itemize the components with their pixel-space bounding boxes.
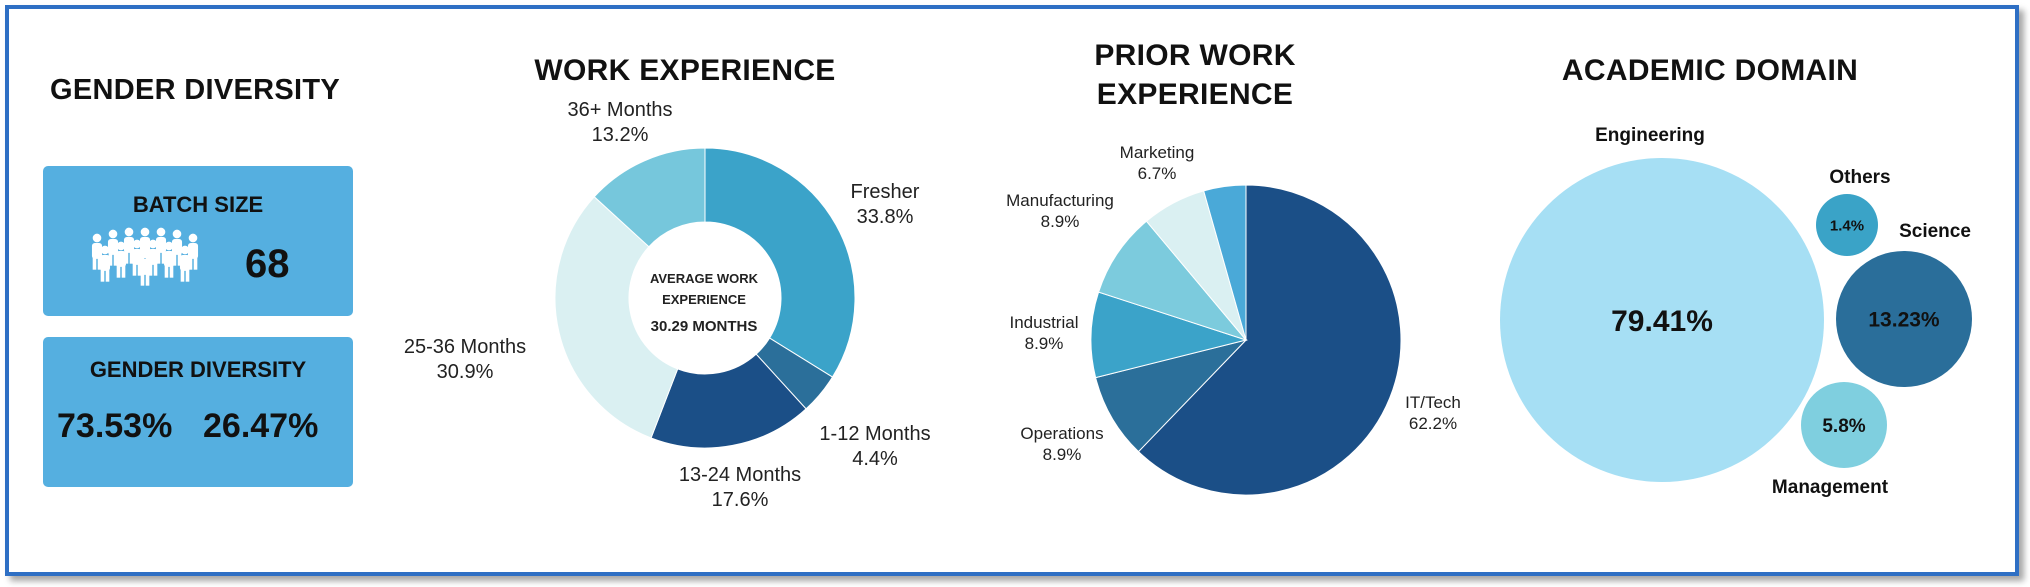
gender-diversity-heading: GENDER DIVERSITY xyxy=(49,74,340,106)
academic-label-science: Science xyxy=(1899,221,1971,242)
bubble-value-science: 13.23% xyxy=(1868,309,1940,332)
work-exp-label-25-36-name: 25-36 Months xyxy=(403,336,527,358)
person-figure xyxy=(179,245,191,282)
center-label-line-3: 30.29 MONTHS xyxy=(650,317,758,335)
bubble-science xyxy=(1836,251,1972,387)
academic-label-management: Management xyxy=(1771,477,1889,498)
prior-work-heading-line-1: PRIOR WORK xyxy=(1094,39,1296,72)
gender-diversity-value-1: 73.53% xyxy=(57,407,173,445)
person-figure xyxy=(139,249,151,286)
pie-slice-slice-5 xyxy=(1203,184,1247,341)
work-exp-label-36plus: 36+ Months 13.2% xyxy=(545,98,695,148)
prior-label-marketing: Marketing 6.7% xyxy=(1107,142,1207,185)
person-figure xyxy=(131,239,143,276)
batch-size-value: 68 xyxy=(245,242,290,286)
person-figure xyxy=(147,239,159,276)
prior-label-industrial-name: Industrial xyxy=(1009,313,1079,332)
donut-slice-25-36-months xyxy=(554,196,679,439)
prior-label-manufacturing-name: Manufacturing xyxy=(1006,191,1114,210)
prior-label-ittech-name: IT/Tech xyxy=(1405,393,1461,412)
person-figure xyxy=(107,229,119,266)
bubble-value-others: 1.4% xyxy=(1830,217,1864,234)
pie-slice-operations xyxy=(1095,339,1248,453)
work-exp-label-1-12-name: 1-12 Months xyxy=(819,423,931,445)
academic-label-others: Others xyxy=(1829,167,1891,188)
batch-size-title: BATCH SIZE xyxy=(132,192,264,217)
center-label-line-1: AVERAGE WORK xyxy=(649,271,759,286)
academic-label-engineering: Engineering xyxy=(1595,125,1705,146)
prior-label-operations-name: Operations xyxy=(1020,424,1104,443)
person-figure xyxy=(163,241,175,278)
donut-slice-36-months xyxy=(593,147,706,248)
gender-diversity-card: GENDER DIVERSITY 73.53% 26.47% xyxy=(43,337,353,487)
prior-label-industrial: Industrial 8.9% xyxy=(994,312,1094,355)
work-exp-label-13-24-value: 17.6% xyxy=(711,489,769,511)
bubble-engineering xyxy=(1500,158,1824,482)
bubble-others xyxy=(1816,194,1878,256)
work-exp-label-1-12: 1-12 Months 4.4% xyxy=(810,422,940,472)
person-figure xyxy=(155,227,167,264)
prior-label-marketing-name: Marketing xyxy=(1119,143,1195,162)
prior-label-operations: Operations 8.9% xyxy=(1002,423,1122,466)
prior-work-heading-line-2: EXPERIENCE xyxy=(1096,78,1294,111)
work-exp-label-13-24: 13-24 Months 17.6% xyxy=(655,463,825,513)
person-figure xyxy=(115,241,127,278)
prior-label-marketing-value: 6.7% xyxy=(1137,164,1177,184)
pie-slice-industrial xyxy=(1090,291,1248,379)
prior-label-industrial-value: 8.9% xyxy=(1024,334,1064,354)
prior-label-manufacturing-value: 8.9% xyxy=(1040,212,1080,232)
work-exp-center-label: AVERAGE WORK EXPERIENCE 30.29 MONTHS xyxy=(628,269,780,339)
bubble-value-management: 5.8% xyxy=(1822,416,1865,437)
prior-label-operations-value: 8.9% xyxy=(1042,445,1082,465)
bubble-value-engineering: 79.41% xyxy=(1611,305,1713,338)
pie-slice-it-tech xyxy=(1137,184,1402,496)
work-exp-label-fresher-name: Fresher xyxy=(850,181,920,203)
work-exp-label-36plus-value: 13.2% xyxy=(591,124,649,146)
academic-domain-heading: ACADEMIC DOMAIN xyxy=(1561,54,1859,87)
work-exp-label-1-12-value: 4.4% xyxy=(852,448,898,470)
people-icon xyxy=(91,227,199,286)
prior-work-heading: PRIOR WORK EXPERIENCE xyxy=(1060,36,1330,114)
prior-label-ittech-value: 62.2% xyxy=(1408,414,1458,434)
center-label-line-2: EXPERIENCE xyxy=(662,291,746,307)
gender-diversity-value-2: 26.47% xyxy=(203,407,319,445)
bubble-management xyxy=(1801,382,1887,468)
work-exp-label-fresher-value: 33.8% xyxy=(856,206,914,228)
work-exp-label-fresher: Fresher 33.8% xyxy=(830,180,940,230)
work-exp-label-25-36-value: 30.9% xyxy=(436,361,494,383)
work-exp-label-13-24-name: 13-24 Months xyxy=(678,464,802,486)
donut-slice-13-24-months xyxy=(650,353,807,449)
person-figure xyxy=(171,229,183,266)
batch-size-card: BATCH SIZE 68 xyxy=(43,166,353,316)
person-figure xyxy=(123,227,135,264)
work-exp-label-25-36: 25-36 Months 30.9% xyxy=(385,335,545,385)
gender-diversity-title: GENDER DIVERSITY xyxy=(89,357,307,382)
person-figure xyxy=(91,233,103,270)
pie-slice-manufacturing xyxy=(1097,220,1248,342)
work-experience-heading: WORK EXPERIENCE xyxy=(534,54,836,87)
prior-label-ittech: IT/Tech 62.2% xyxy=(1388,392,1478,435)
person-figure xyxy=(99,245,111,282)
prior-label-manufacturing: Manufacturing 8.9% xyxy=(985,190,1135,233)
work-exp-label-36plus-name: 36+ Months xyxy=(567,99,673,121)
donut-slice-fresher xyxy=(704,147,856,378)
person-figure xyxy=(187,233,199,270)
